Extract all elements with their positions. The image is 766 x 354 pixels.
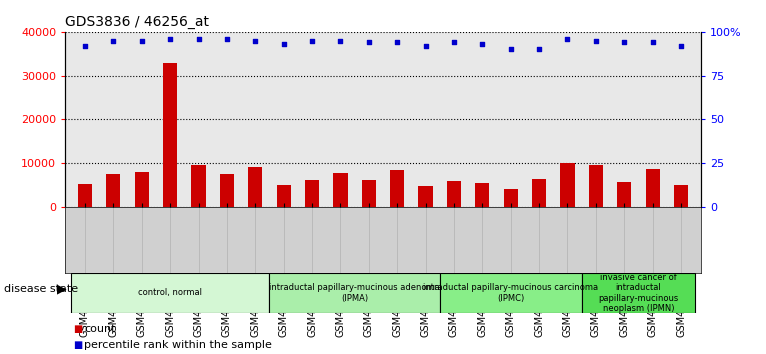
Text: intraductal papillary-mucinous adenoma
(IPMA): intraductal papillary-mucinous adenoma (… <box>269 283 440 303</box>
Bar <box>390 170 404 207</box>
Bar <box>135 172 149 207</box>
Bar <box>248 167 263 207</box>
Point <box>420 43 432 49</box>
Bar <box>674 185 688 207</box>
Point <box>164 36 176 42</box>
Point <box>249 38 261 44</box>
Bar <box>440 273 581 313</box>
Bar <box>589 165 603 207</box>
Bar <box>561 163 574 207</box>
Point <box>79 43 91 49</box>
Bar <box>305 180 319 207</box>
Point <box>362 40 375 45</box>
Bar <box>362 180 376 207</box>
Bar <box>418 186 433 207</box>
Bar <box>646 169 660 207</box>
Point <box>448 40 460 45</box>
Bar <box>447 181 461 207</box>
Text: ■: ■ <box>73 324 82 334</box>
Bar <box>220 174 234 207</box>
Text: ■: ■ <box>73 340 82 350</box>
Bar <box>78 184 92 207</box>
Bar <box>475 183 489 207</box>
Text: percentile rank within the sample: percentile rank within the sample <box>84 340 272 350</box>
Text: GDS3836 / 46256_at: GDS3836 / 46256_at <box>65 16 209 29</box>
Bar <box>532 179 546 207</box>
Point <box>675 43 687 49</box>
Point <box>618 40 630 45</box>
Point <box>306 38 318 44</box>
Text: count: count <box>84 324 116 334</box>
Point <box>590 38 602 44</box>
Text: invasive cancer of
intraductal
papillary-mucinous
neoplasm (IPMN): invasive cancer of intraductal papillary… <box>598 273 679 313</box>
Bar <box>617 182 631 207</box>
Point <box>533 47 545 52</box>
Text: intraductal papillary-mucinous carcinoma
(IPMC): intraductal papillary-mucinous carcinoma… <box>423 283 598 303</box>
Point <box>505 47 517 52</box>
Text: control, normal: control, normal <box>138 289 202 297</box>
Bar <box>277 185 291 207</box>
Point <box>647 40 659 45</box>
Text: ▶: ▶ <box>57 282 67 295</box>
Point <box>107 38 119 44</box>
Point <box>334 38 346 44</box>
Bar <box>333 173 348 207</box>
Text: disease state: disease state <box>4 284 78 294</box>
Point <box>136 38 148 44</box>
Point <box>561 36 574 42</box>
Point <box>192 36 205 42</box>
Bar <box>70 273 270 313</box>
Bar <box>270 273 440 313</box>
Point <box>476 41 489 47</box>
Point <box>277 41 290 47</box>
Bar <box>581 273 696 313</box>
Bar <box>192 165 205 207</box>
Point <box>391 40 404 45</box>
Bar <box>106 174 120 207</box>
Bar <box>503 189 518 207</box>
Point <box>221 36 233 42</box>
Bar <box>163 63 177 207</box>
